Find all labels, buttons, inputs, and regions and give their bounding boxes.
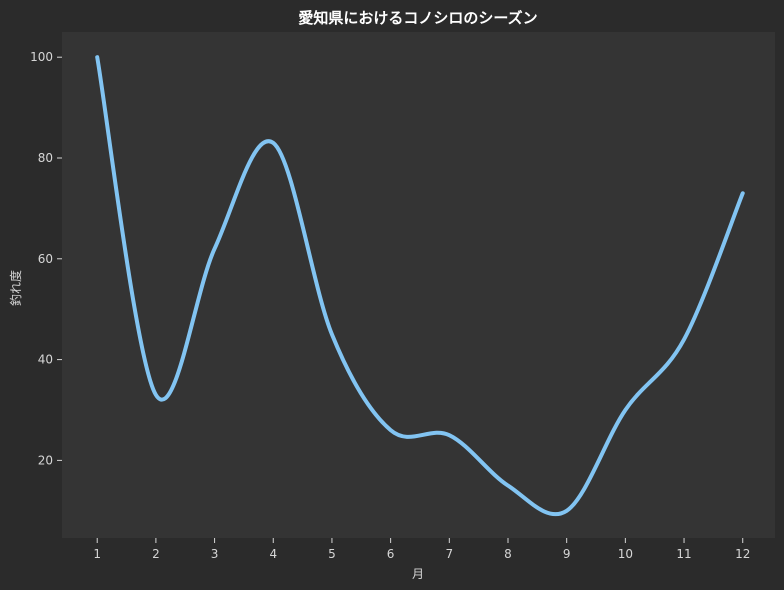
x-tick-label: 9 bbox=[563, 547, 571, 561]
x-tick-label: 11 bbox=[676, 547, 691, 561]
x-tick-label: 10 bbox=[618, 547, 633, 561]
x-tick-label: 1 bbox=[93, 547, 101, 561]
x-tick-label: 12 bbox=[735, 547, 750, 561]
x-tick-label: 8 bbox=[504, 547, 512, 561]
x-tick-label: 3 bbox=[211, 547, 219, 561]
y-tick-label: 60 bbox=[38, 252, 53, 266]
y-tick-label: 80 bbox=[38, 151, 53, 165]
y-axis-ticks: 20 40 60 80 100 bbox=[30, 50, 62, 467]
y-tick-label: 40 bbox=[38, 353, 53, 367]
x-axis-ticks: 1 2 3 4 5 6 7 8 9 10 11 12 bbox=[93, 538, 750, 561]
y-axis-label: 釣れ度 bbox=[8, 270, 23, 306]
x-tick-label: 6 bbox=[387, 547, 395, 561]
chart-title: 愛知県におけるコノシロのシーズン bbox=[298, 9, 537, 27]
y-tick-label: 100 bbox=[30, 50, 53, 64]
y-tick-label: 20 bbox=[38, 453, 53, 467]
x-tick-label: 5 bbox=[328, 547, 336, 561]
series-line bbox=[95, 55, 745, 517]
plot-area bbox=[62, 32, 775, 538]
x-tick-label: 4 bbox=[269, 547, 277, 561]
x-axis-label: 月 bbox=[412, 567, 424, 581]
x-tick-label: 2 bbox=[152, 547, 160, 561]
x-tick-label: 7 bbox=[445, 547, 453, 561]
